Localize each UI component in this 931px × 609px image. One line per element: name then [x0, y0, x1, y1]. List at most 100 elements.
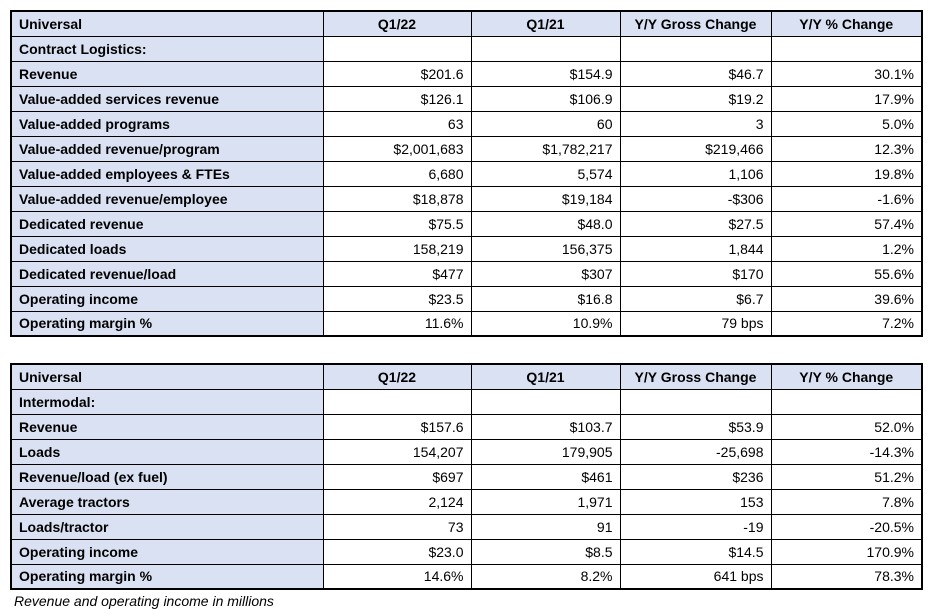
empty-cell: [322, 35, 472, 62]
table-row: Revenue/load (ex fuel) $697 $461 $236 51…: [10, 463, 923, 490]
empty-cell: [770, 35, 923, 62]
cell-q1-22: $697: [322, 463, 472, 490]
col-header-gross-change: Y/Y Gross Change: [619, 363, 772, 390]
cell-pct-change: 12.3%: [770, 135, 923, 162]
cell-pct-change: 30.1%: [770, 60, 923, 87]
cell-q1-22: 2,124: [322, 488, 472, 515]
row-label: Value-added revenue/program: [10, 135, 324, 162]
cell-q1-22: $201.6: [322, 60, 472, 87]
cell-q1-22: $23.5: [322, 285, 472, 312]
row-label: Revenue: [10, 413, 324, 440]
cell-q1-21: $16.8: [470, 285, 621, 312]
table-row: Value-added revenue/program $2,001,683 $…: [10, 135, 923, 162]
table-title: Universal: [10, 363, 324, 390]
cell-pct-change: 78.3%: [770, 563, 923, 590]
cell-pct-change: -20.5%: [770, 513, 923, 540]
cell-gross-change: 79 bps: [619, 310, 772, 337]
cell-q1-21: 10.9%: [470, 310, 621, 337]
cell-q1-22: 158,219: [322, 235, 472, 262]
empty-cell: [619, 35, 772, 62]
table-row: Value-added programs 63 60 3 5.0%: [10, 110, 923, 137]
cell-pct-change: 7.8%: [770, 488, 923, 515]
table-row: Value-added services revenue $126.1 $106…: [10, 85, 923, 112]
cell-q1-21: $19,184: [470, 185, 621, 212]
cell-q1-21: $106.9: [470, 85, 621, 112]
cell-pct-change: 39.6%: [770, 285, 923, 312]
cell-pct-change: 19.8%: [770, 160, 923, 187]
row-label: Value-added programs: [10, 110, 324, 137]
cell-gross-change: 641 bps: [619, 563, 772, 590]
cell-pct-change: 7.2%: [770, 310, 923, 337]
cell-q1-22: $126.1: [322, 85, 472, 112]
cell-gross-change: 1,844: [619, 235, 772, 262]
cell-gross-change: -19: [619, 513, 772, 540]
cell-q1-21: $48.0: [470, 210, 621, 237]
cell-q1-22: $477: [322, 260, 472, 287]
table-row: Dedicated revenue $75.5 $48.0 $27.5 57.4…: [10, 210, 923, 237]
cell-q1-21: $1,782,217: [470, 135, 621, 162]
cell-pct-change: -14.3%: [770, 438, 923, 465]
table-row: Dedicated revenue/load $477 $307 $170 55…: [10, 260, 923, 287]
cell-gross-change: $19.2: [619, 85, 772, 112]
table-row: Average tractors 2,124 1,971 153 7.8%: [10, 488, 923, 515]
row-label: Revenue: [10, 60, 324, 87]
table-row: Operating income $23.5 $16.8 $6.7 39.6%: [10, 285, 923, 312]
row-label: Dedicated loads: [10, 235, 324, 262]
cell-gross-change: $46.7: [619, 60, 772, 87]
cell-gross-change: $219,466: [619, 135, 772, 162]
footnote: Revenue and operating income in millions: [14, 593, 274, 609]
cell-q1-21: $8.5: [470, 538, 621, 565]
intermodal-table: Universal Q1/22 Q1/21 Y/Y Gross Change Y…: [10, 363, 923, 590]
cell-q1-22: 14.6%: [322, 563, 472, 590]
row-label: Operating margin %: [10, 563, 324, 590]
cell-q1-22: $18,878: [322, 185, 472, 212]
cell-q1-21: 60: [470, 110, 621, 137]
cell-q1-22: 63: [322, 110, 472, 137]
cell-q1-21: 8.2%: [470, 563, 621, 590]
col-header-q1-22: Q1/22: [322, 10, 472, 37]
row-label: Operating margin %: [10, 310, 324, 337]
cell-gross-change: $236: [619, 463, 772, 490]
cell-q1-21: 179,905: [470, 438, 621, 465]
empty-cell: [322, 388, 472, 415]
col-header-q1-22: Q1/22: [322, 363, 472, 390]
cell-gross-change: -$306: [619, 185, 772, 212]
cell-q1-22: 73: [322, 513, 472, 540]
row-label: Value-added employees & FTEs: [10, 160, 324, 187]
cell-pct-change: 57.4%: [770, 210, 923, 237]
cell-q1-21: $103.7: [470, 413, 621, 440]
row-label: Loads/tractor: [10, 513, 324, 540]
cell-pct-change: 55.6%: [770, 260, 923, 287]
table-row: Revenue $201.6 $154.9 $46.7 30.1%: [10, 60, 923, 87]
cell-q1-21: $461: [470, 463, 621, 490]
cell-q1-21: 91: [470, 513, 621, 540]
empty-cell: [470, 388, 621, 415]
cell-q1-21: 1,971: [470, 488, 621, 515]
cell-q1-22: $2,001,683: [322, 135, 472, 162]
cell-gross-change: $53.9: [619, 413, 772, 440]
empty-cell: [619, 388, 772, 415]
row-label: Operating income: [10, 285, 324, 312]
row-label: Value-added services revenue: [10, 85, 324, 112]
cell-q1-22: $23.0: [322, 538, 472, 565]
col-header-q1-21: Q1/21: [470, 363, 621, 390]
cell-gross-change: $6.7: [619, 285, 772, 312]
row-label: Revenue/load (ex fuel): [10, 463, 324, 490]
cell-pct-change: 17.9%: [770, 85, 923, 112]
cell-q1-22: $75.5: [322, 210, 472, 237]
table-row: Revenue $157.6 $103.7 $53.9 52.0%: [10, 413, 923, 440]
section-label: Contract Logistics:: [10, 35, 324, 62]
cell-q1-21: $154.9: [470, 60, 621, 87]
cell-q1-21: 156,375: [470, 235, 621, 262]
row-label: Value-added revenue/employee: [10, 185, 324, 212]
table-row: Loads/tractor 73 91 -19 -20.5%: [10, 513, 923, 540]
header-row: Universal Q1/22 Q1/21 Y/Y Gross Change Y…: [10, 363, 923, 390]
col-header-gross-change: Y/Y Gross Change: [619, 10, 772, 37]
empty-cell: [470, 35, 621, 62]
col-header-q1-21: Q1/21: [470, 10, 621, 37]
header-row: Universal Q1/22 Q1/21 Y/Y Gross Change Y…: [10, 10, 923, 37]
col-header-pct-change: Y/Y % Change: [770, 10, 923, 37]
row-label: Dedicated revenue/load: [10, 260, 324, 287]
cell-gross-change: 153: [619, 488, 772, 515]
